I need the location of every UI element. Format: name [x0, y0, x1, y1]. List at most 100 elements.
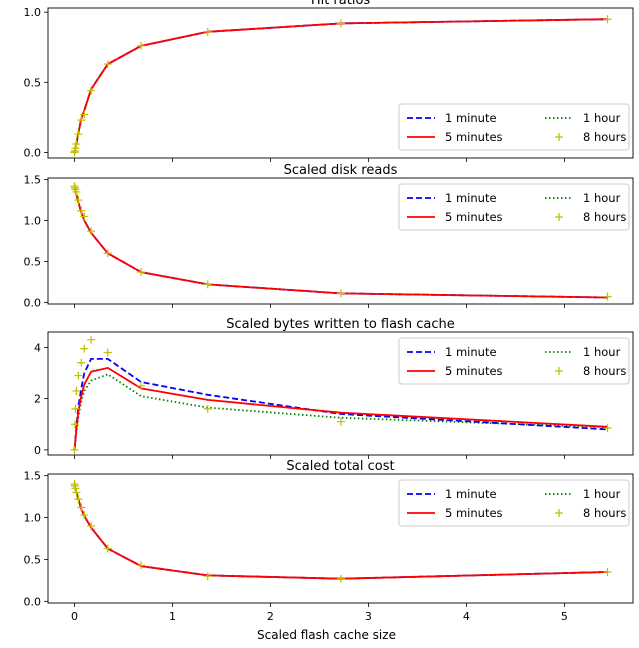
series-8-hours-point [137, 561, 146, 570]
series-8-hours-point [87, 521, 96, 530]
y-tick-label: 1.0 [24, 6, 42, 19]
legend-handle-8-hours [555, 367, 563, 375]
legend-label: 8 hours [583, 210, 626, 224]
axes-frame [47, 7, 634, 159]
legend-handle-8-hours [555, 133, 563, 141]
y-tick-label: 2 [34, 393, 41, 406]
series-8-hours-point [74, 130, 83, 139]
y-tick-label: 0 [34, 444, 41, 457]
x-tick-label: 1 [169, 610, 176, 623]
series-8-hours-point [203, 404, 212, 413]
series-8-hours-point [137, 268, 146, 277]
y-tick-label: 1.0 [24, 512, 42, 525]
series-8-hours-point [77, 503, 86, 512]
legend-label: 8 hours [583, 506, 626, 520]
legend-box [398, 183, 630, 231]
legend-box [398, 103, 630, 151]
series-8-hours-point [80, 212, 89, 221]
legend-label: 1 minute [445, 345, 497, 359]
y-tick-label: 0.5 [24, 255, 42, 268]
y-tick-label: 0.0 [24, 595, 42, 608]
series-8-hours-point [77, 358, 86, 367]
x-tick-label: 4 [463, 610, 470, 623]
subplot-1: Hit ratios 0.0 0.5 1.0 1 minute 5 minutes 1 ho… [24, 0, 634, 162]
legend-label: 1 hour [583, 191, 621, 205]
x-tick-label: 5 [561, 610, 568, 623]
subplot-title: Hit ratios [311, 0, 371, 8]
series-8-hours-point [80, 344, 89, 353]
series-8-hours-point [72, 187, 81, 196]
series-8-hours-point [603, 424, 612, 433]
series-8-hours-point [71, 484, 80, 493]
subplot-title: Scaled total cost [286, 459, 394, 474]
axes-frame [47, 473, 634, 604]
series-8-hours-point [603, 568, 612, 577]
series-8-hours-point [87, 335, 96, 344]
legend-label: 5 minutes [445, 210, 503, 224]
legend-handle-8-hours [555, 213, 563, 221]
y-tick-label: 0.0 [24, 146, 42, 159]
y-tick-label: 0.5 [24, 76, 42, 89]
y-tick-label: 0.0 [24, 296, 42, 309]
axes-frame [47, 177, 634, 305]
series-8-hours-point [71, 404, 80, 413]
series-8-hours-point [70, 445, 79, 454]
x-tick-label: 2 [267, 610, 274, 623]
series-5-minutes-line [73, 366, 608, 450]
legend-label: 1 hour [583, 345, 621, 359]
legend-label: 1 hour [583, 487, 621, 501]
legend-box [398, 479, 630, 527]
series-8-hours-point [203, 27, 212, 36]
y-tick-label: 0.5 [24, 553, 42, 566]
series-8-hours-point [336, 19, 345, 28]
series-8-hours-point [103, 348, 112, 357]
series-8-hours-point [71, 144, 80, 153]
legend-label: 5 minutes [445, 130, 503, 144]
legend-label: 8 hours [583, 130, 626, 144]
legend: 1 minute 5 minutes 1 hour 8 hours [398, 479, 630, 527]
y-tick-label: 4 [34, 341, 41, 354]
subplot-title: Scaled disk reads [284, 163, 398, 178]
subplot-2: Scaled disk reads 0.0 0.5 1.0 1.5 1 minute 5 m… [24, 163, 634, 309]
series-8-hours-point [103, 249, 112, 258]
series-8-hours-point [603, 292, 612, 301]
series-8-hours-point [77, 116, 86, 125]
series-8-hours-point [203, 572, 212, 581]
series-8-hours-point [603, 15, 612, 24]
legend-handle-8-hours [555, 509, 563, 517]
series-8-hours-point [336, 417, 345, 426]
legend-box [398, 337, 630, 385]
series-8-hours-point [87, 86, 96, 95]
series-8-hours-point [203, 280, 212, 289]
subplot-4: Scaled total cost 0.0 0.5 1.0 1.5 0 1 2 3 4 5 1 min… [24, 459, 634, 623]
plot-area [70, 182, 612, 301]
plot-area [70, 480, 612, 583]
series-8-hours-point [77, 206, 86, 215]
subplot-3: Scaled bytes written to flash cache 0 2 4 1 … [34, 317, 634, 459]
y-tick-label: 1.5 [24, 174, 42, 187]
series-8-hours-point [72, 386, 81, 395]
series-8-hours-point [137, 41, 146, 50]
series-8-hours-point [74, 371, 83, 380]
legend-label: 1 minute [445, 111, 497, 125]
series-8-hours-point [137, 381, 146, 390]
legend-label: 1 hour [583, 111, 621, 125]
legend-label: 1 minute [445, 487, 497, 501]
x-tick-label: 0 [71, 610, 78, 623]
legend: 1 minute 5 minutes 1 hour 8 hours [398, 103, 630, 151]
legend: 1 minute 5 minutes 1 hour 8 hours [398, 337, 630, 385]
legend: 1 minute 5 minutes 1 hour 8 hours [398, 183, 630, 231]
series-8-hours-point [103, 60, 112, 69]
axes-frame [47, 331, 634, 456]
y-tick-label: 1.0 [24, 215, 42, 228]
y-tick-label: 1.5 [24, 470, 42, 483]
x-axis-label: Scaled flash cache size [257, 628, 396, 642]
legend-label: 5 minutes [445, 364, 503, 378]
legend-label: 8 hours [583, 364, 626, 378]
series-8-hours-point [103, 544, 112, 553]
plot-area [70, 15, 612, 157]
series-8-hours-point [70, 420, 79, 429]
legend-label: 5 minutes [445, 506, 503, 520]
